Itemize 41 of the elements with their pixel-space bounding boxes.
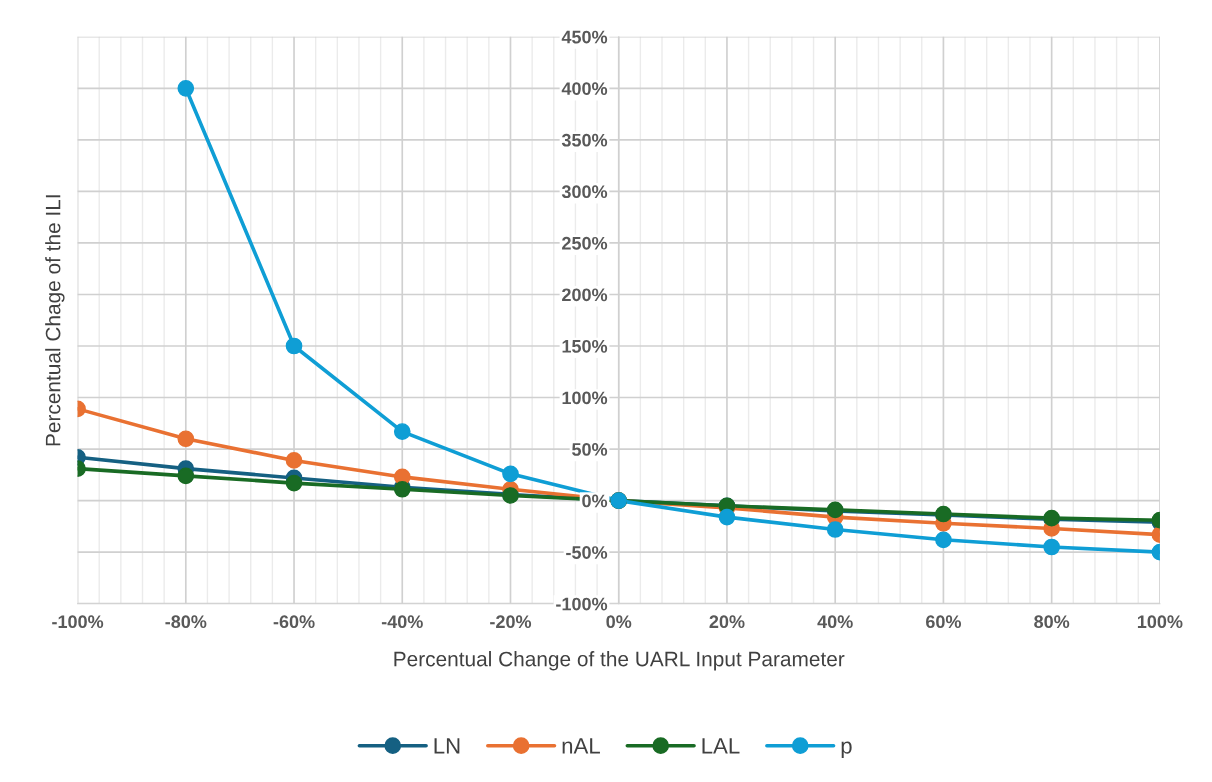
point (826, 521, 844, 538)
y-tick-label: -50% (566, 546, 608, 559)
point (177, 430, 195, 448)
y-tick-label: -100% (556, 597, 608, 611)
x-axis-title: Percentual Change of the UARL Input Parameter (394, 651, 845, 671)
x-tick-label: 0% (606, 615, 632, 629)
point (285, 474, 303, 492)
y-tick-label: 300% (561, 185, 608, 199)
y-tick-label: 450% (561, 30, 608, 44)
point (935, 531, 952, 549)
y-tick-label: 0% (582, 494, 608, 508)
legend-label: nAL (562, 738, 600, 754)
legend-label: p (841, 741, 852, 759)
point (285, 452, 303, 469)
point (1043, 538, 1060, 556)
y-tick-label: 350% (561, 133, 608, 147)
point (502, 465, 519, 483)
y-tick-label: 400% (561, 82, 608, 96)
y-axis-title: Percentual Chage of the ILI (45, 195, 65, 446)
x-tick-label: 20% (709, 615, 745, 629)
point (177, 467, 195, 485)
x-tick-label: -60% (273, 615, 315, 629)
x-tick-label: 40% (817, 615, 853, 629)
x-tick-label: -80% (165, 615, 207, 629)
y-tick-label: 100% (562, 391, 608, 405)
point (285, 337, 303, 355)
legend-label: LAL (702, 738, 740, 754)
point (718, 508, 736, 526)
y-tick-label: 200% (562, 288, 608, 302)
point (393, 423, 411, 440)
legend-label: LN (434, 738, 460, 754)
y-tick-label: 150% (562, 339, 608, 353)
x-tick-label: 80% (1034, 615, 1070, 629)
x-tick-label: -20% (490, 615, 532, 629)
x-tick-label: 100% (1137, 615, 1183, 629)
x-tick-label: 60% (926, 615, 962, 629)
x-tick-label: -100% (52, 615, 104, 629)
x-tick-label: -40% (381, 615, 423, 629)
point (177, 79, 195, 97)
y-tick-label: 250% (562, 236, 608, 250)
y-tick-label: 50% (572, 443, 608, 456)
